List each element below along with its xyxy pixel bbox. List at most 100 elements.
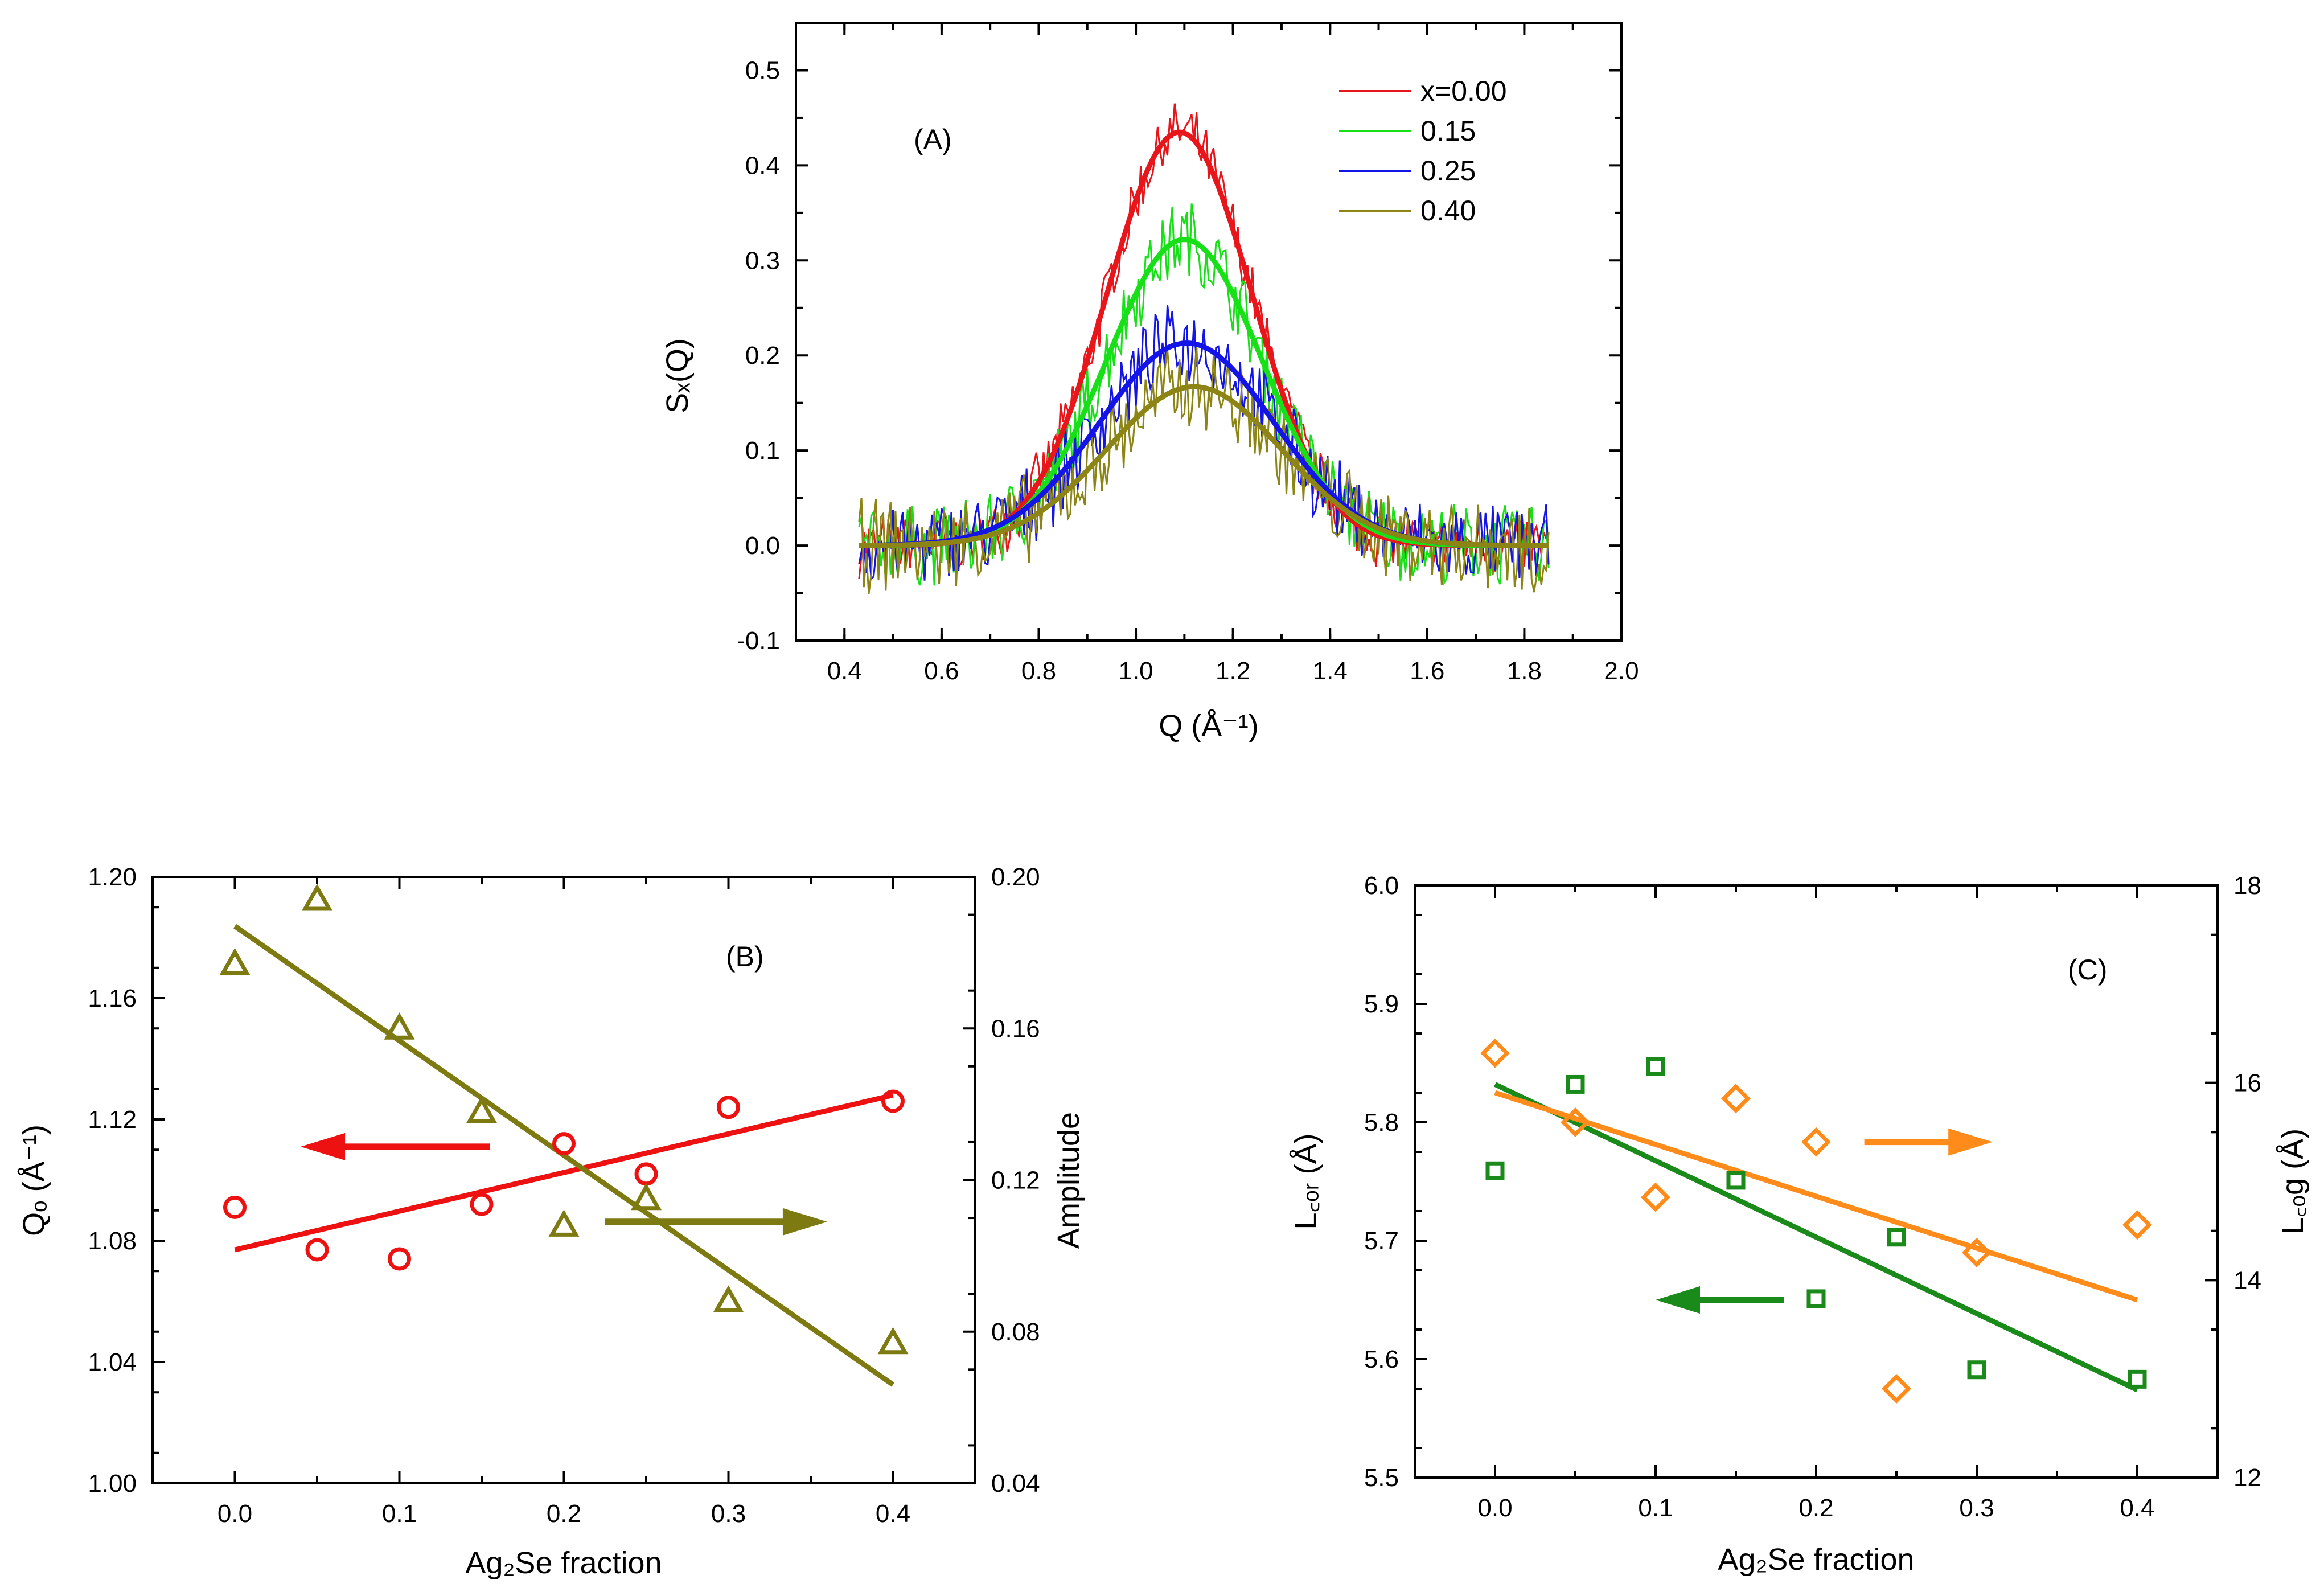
panel-a-x-axis-label: Q (Å⁻¹) <box>1159 709 1258 743</box>
x-tick-label: 0.8 <box>1021 657 1056 685</box>
marker-q0-5 <box>634 1162 658 1186</box>
arrow-head-0 <box>1948 1128 1993 1156</box>
marker-amplitude-5 <box>630 1183 662 1211</box>
x-tick-label: 0.2 <box>1799 1494 1833 1522</box>
legend-label-040: 0.40 <box>1420 195 1476 227</box>
panel-b-right-y-axis-label: Amplitude <box>1052 1112 1086 1249</box>
marker-amplitude-4 <box>548 1209 580 1237</box>
left-y-tick-label: 1.16 <box>88 984 137 1012</box>
marker-lcor-4 <box>1806 1289 1826 1308</box>
panel-b-left-y-axis-label: Qₒ (Å⁻¹) <box>17 1125 51 1236</box>
marker-lcog-7 <box>2122 1210 2152 1240</box>
legend-label-015: 0.15 <box>1420 115 1476 147</box>
y-tick-label: 0.0 <box>745 532 780 560</box>
fit-curve-2 <box>859 340 1549 548</box>
y-tick-label: 0.1 <box>745 437 780 465</box>
marker-lcor-6 <box>1967 1360 1986 1380</box>
right-y-tick-label: 12 <box>2233 1464 2261 1492</box>
panel-c-x-axis-label: Ag₂Se fraction <box>1718 1542 1914 1577</box>
marker-lcor-2 <box>1646 1057 1665 1076</box>
panel-b-x-axis-label: Ag₂Se fraction <box>465 1546 662 1580</box>
fit-line-amplitude <box>233 924 895 1387</box>
right-y-tick-label: 0.20 <box>991 863 1040 891</box>
y-tick-label: 0.4 <box>745 151 780 179</box>
left-y-tick-label: 1.12 <box>88 1106 137 1134</box>
panel-c-frame <box>1414 884 2219 1479</box>
y-tick-label: 0.2 <box>745 342 780 370</box>
marker-q0-6 <box>717 1096 740 1119</box>
right-y-tick-label: 0.16 <box>991 1015 1040 1043</box>
y-tick-label: 0.5 <box>745 56 780 84</box>
right-y-tick-label: 0.08 <box>991 1318 1040 1346</box>
left-y-tick-label: 1.08 <box>88 1227 137 1255</box>
marker-lcor-7 <box>2128 1369 2147 1389</box>
panel-c-right-y-axis-label: L꜀ₒg (Å) <box>2276 1129 2310 1234</box>
x-tick-label: 1.2 <box>1216 657 1250 685</box>
marker-lcog-2 <box>1641 1182 1670 1212</box>
left-y-tick-label: 1.20 <box>88 863 137 891</box>
panel-b-label: (B) <box>726 941 764 973</box>
panel-a-frame <box>795 22 1623 642</box>
panel-a-y-axis-label: Sₓ(Q) <box>660 338 695 413</box>
x-tick-label: 1.0 <box>1118 657 1153 685</box>
marker-lcor-0 <box>1485 1161 1505 1180</box>
panel-a-fit-curves <box>859 129 1549 548</box>
x-tick-label: 0.3 <box>711 1500 746 1528</box>
marker-q0-2 <box>388 1247 411 1271</box>
x-tick-label: 0.4 <box>827 657 862 685</box>
panel-c-chart: 0.0 0.1 0.2 0.3 0.4 5.5 5.6 5.7 5.8 5.9 6.0 12 14 16 1… <box>1289 872 2310 1577</box>
x-tick-label: 0.4 <box>2120 1494 2154 1522</box>
marker-amplitude-3 <box>466 1096 498 1123</box>
marker-amplitude-1 <box>301 883 333 911</box>
marker-q0-4 <box>552 1132 576 1156</box>
marker-lcog-1 <box>1561 1107 1590 1137</box>
y-tick-label: 0.3 <box>745 247 780 274</box>
legend-label-x000: x=0.00 <box>1420 75 1507 107</box>
panel-c-arrows <box>1656 1128 1993 1314</box>
left-y-tick-label: 5.9 <box>1364 990 1399 1018</box>
marker-lcog-6 <box>1962 1237 1992 1267</box>
marker-amplitude-0 <box>219 948 251 975</box>
panel-c-label: (C) <box>2068 954 2107 986</box>
left-y-tick-label: 6.0 <box>1364 872 1399 900</box>
panel-a-tick-labels: 0.4 0.6 0.8 1.0 1.2 1.4 1.6 1.8 2.0 -0.1 0.0 0.1 0.2… <box>737 56 1639 685</box>
right-y-tick-label: 14 <box>2233 1266 2261 1294</box>
marker-lcog-4 <box>1801 1127 1831 1157</box>
right-y-tick-label: 16 <box>2233 1069 2261 1097</box>
x-tick-label: 0.3 <box>1959 1494 1994 1522</box>
arrow-head-1 <box>1656 1286 1700 1314</box>
fit-line-q0 <box>234 1093 894 1253</box>
panel-a-label: (A) <box>914 124 952 155</box>
fit-line-lcog <box>1494 1090 2138 1303</box>
panel-b-chart: 0.0 0.1 0.2 0.3 0.4 1.00 1.04 1.08 1.12 1.16 1.20 0… <box>17 863 1086 1580</box>
panel-c-markers <box>1480 1038 2152 1404</box>
panel-b-ticks <box>151 876 976 1484</box>
panel-b-frame <box>151 876 976 1484</box>
marker-q0-3 <box>470 1192 494 1216</box>
marker-q0-7 <box>881 1089 905 1113</box>
x-tick-label: 0.0 <box>1477 1494 1512 1522</box>
left-y-tick-label: 5.7 <box>1364 1227 1399 1255</box>
panel-c-left-y-axis-label: L꜀ₒᵣ (Å) <box>1289 1133 1323 1229</box>
fit-curve-3 <box>859 384 1549 548</box>
panel-c-fit-lines <box>1494 1082 2138 1393</box>
marker-amplitude-7 <box>877 1327 909 1355</box>
marker-q0-0 <box>223 1195 247 1219</box>
marker-lcor-1 <box>1566 1074 1585 1094</box>
left-y-tick-label: 5.8 <box>1364 1109 1399 1137</box>
right-y-tick-label: 0.12 <box>991 1167 1040 1195</box>
right-y-tick-label: 0.04 <box>991 1470 1040 1497</box>
right-y-tick-label: 18 <box>2233 872 2261 900</box>
left-y-tick-label: 5.6 <box>1364 1345 1399 1373</box>
panel-a-chart: 0.4 0.6 0.8 1.0 1.2 1.4 1.6 1.8 2.0 -0.1 0.0 0.1 0.2… <box>660 22 1639 743</box>
x-tick-label: 0.2 <box>547 1500 581 1528</box>
marker-amplitude-2 <box>384 1012 415 1040</box>
x-tick-label: 1.6 <box>1410 657 1444 685</box>
panel-b-arrows <box>301 1133 827 1236</box>
legend-label-025: 0.25 <box>1420 155 1476 187</box>
marker-lcor-3 <box>1726 1171 1746 1190</box>
x-tick-label: 0.1 <box>1638 1494 1673 1522</box>
marker-lcog-3 <box>1721 1084 1751 1114</box>
left-y-tick-label: 1.04 <box>88 1348 137 1376</box>
